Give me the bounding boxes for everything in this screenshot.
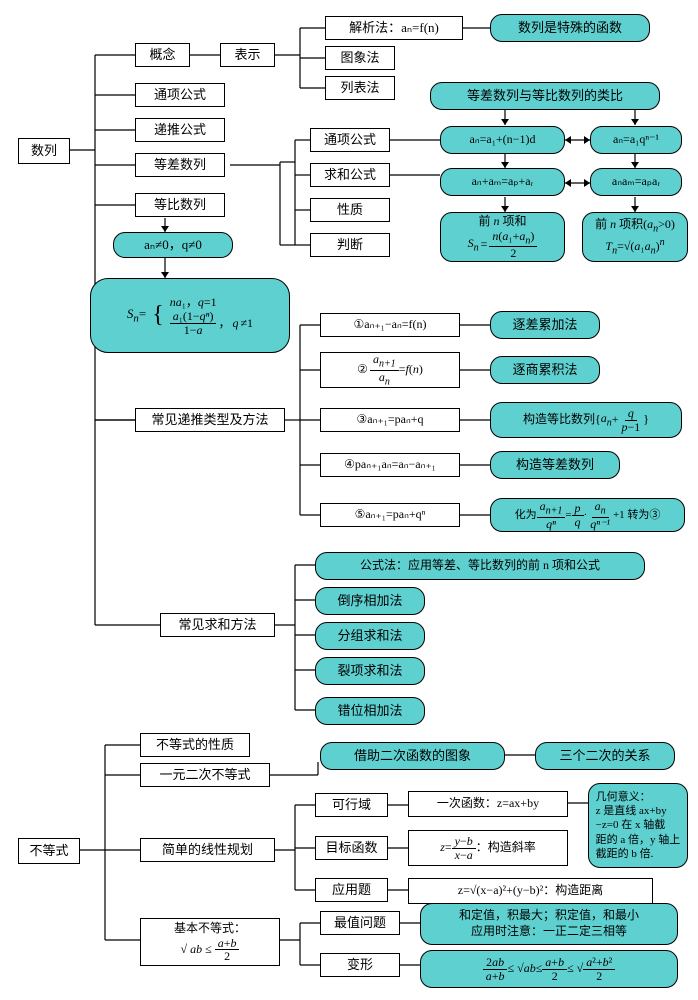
recur-t2: ②an+1an=f(n) bbox=[320, 352, 460, 388]
sm4: 裂项求和法 bbox=[315, 657, 425, 685]
xingzhi: 性质 bbox=[310, 198, 390, 222]
sm3: 分组求和法 bbox=[315, 622, 425, 650]
quad-help: 借助二次函数的图象 bbox=[320, 742, 505, 770]
geo-meaning: 几何意义： z 是直线 ax+by −z=0 在 x 轴截 距的 a 倍，y 轴… bbox=[588, 783, 688, 868]
lp: 简单的线性规划 bbox=[140, 838, 275, 862]
sm5: 错位相加法 bbox=[315, 697, 425, 725]
objective: 目标函数 bbox=[315, 836, 388, 860]
transform-chain: 2aba+b ≤ √ab≤a+b2 ≤ √a²+b²2 bbox=[420, 950, 678, 988]
gp-prod: 前 n 项积(an>0) Tn=√(a₁an)n bbox=[582, 212, 688, 262]
quad-ineq: 一元二次不等式 bbox=[140, 763, 270, 787]
geo: 等比数列 bbox=[135, 193, 225, 217]
max-prob: 最值问题 bbox=[320, 911, 400, 935]
applied: 应用题 bbox=[315, 878, 388, 902]
recur-t1: ①aₙ₊₁−aₙ=f(n) bbox=[320, 313, 460, 337]
sn-formula: Sn= { na₁，q=1 a₁(1−qⁿ)1−a，q≠1 bbox=[90, 278, 290, 353]
ap-term: aₙ=a₁+(n−1)d bbox=[440, 126, 565, 154]
recur-m5: 化为an+1qⁿ=pq·anqⁿ⁻¹+1 转为③ bbox=[490, 498, 685, 532]
recur-t4: ④paₙ₊₁aₙ=aₙ−aₙ₊₁ bbox=[320, 453, 460, 477]
recur-t5: ⑤aₙ₊₁=paₙ+qⁿ bbox=[320, 503, 460, 527]
linfn: 一次函数：z=ax+by bbox=[408, 791, 568, 817]
feasible: 可行域 bbox=[315, 793, 388, 817]
dist: z=√(x−a)²+(y−b)²：构造距离 bbox=[408, 878, 653, 904]
seq-is-fn: 数列是特殊的函数 bbox=[490, 14, 650, 42]
method-table: 列表法 bbox=[325, 76, 395, 100]
recur-m4: 构造等差数列 bbox=[490, 451, 620, 479]
root-ineq: 不等式 bbox=[18, 838, 80, 864]
sm2: 倒序相加法 bbox=[315, 587, 425, 615]
ap-sum: 前 n 项和 Sn=n(a₁+an)2 bbox=[440, 212, 565, 262]
slope: z=y−bx−a：构造斜率 bbox=[408, 830, 568, 866]
recur-m2: 逐商累积法 bbox=[490, 356, 600, 384]
max-note: 和定值，积最大；积定值，和最小 应用时注意：一正二定三相等 bbox=[420, 903, 678, 945]
transform: 变形 bbox=[320, 953, 400, 977]
sum-methods: 常见求和方法 bbox=[160, 613, 275, 637]
method-graph: 图象法 bbox=[325, 46, 395, 70]
gp-term: aₙ=a₁qⁿ⁻¹ bbox=[590, 126, 682, 154]
panduan: 判断 bbox=[310, 233, 390, 257]
root-seq: 数列 bbox=[18, 138, 70, 164]
cond0: aₙ≠0，q≠0 bbox=[113, 232, 233, 258]
recur-m3: 构造等比数列{an+qp−1} bbox=[490, 402, 682, 438]
three-quad: 三个二次的关系 bbox=[535, 742, 675, 770]
recur-m1: 逐差累加法 bbox=[490, 311, 600, 339]
recur-t3: ③aₙ₊₁=paₙ+q bbox=[320, 408, 460, 432]
recur-types: 常见递推类型及方法 bbox=[135, 408, 285, 432]
qiuhe: 求和公式 bbox=[310, 163, 390, 187]
ap-prop: aₙ+aₘ=aₚ+aᵣ bbox=[440, 168, 565, 196]
method-analytic: 解析法：aₙ=f(n) bbox=[325, 16, 463, 40]
analogy: 等差数列与等比数列的类比 bbox=[430, 82, 660, 110]
arith: 等差数列 bbox=[135, 153, 225, 177]
sm1: 公式法：应用等差、等比数列的前 n 项和公式 bbox=[315, 552, 645, 580]
gp-prop: aₙaₘ=aₚaᵣ bbox=[590, 168, 682, 196]
tongxiang: 通项公式 bbox=[310, 128, 390, 152]
ineq-prop: 不等式的性质 bbox=[140, 733, 250, 757]
repr: 表示 bbox=[220, 43, 275, 67]
recur-formula: 递推公式 bbox=[135, 118, 225, 142]
concept: 概念 bbox=[135, 43, 190, 67]
basic-ineq: 基本不等式： √ab≤a+b2 bbox=[140, 918, 280, 966]
general-formula: 通项公式 bbox=[135, 83, 225, 107]
